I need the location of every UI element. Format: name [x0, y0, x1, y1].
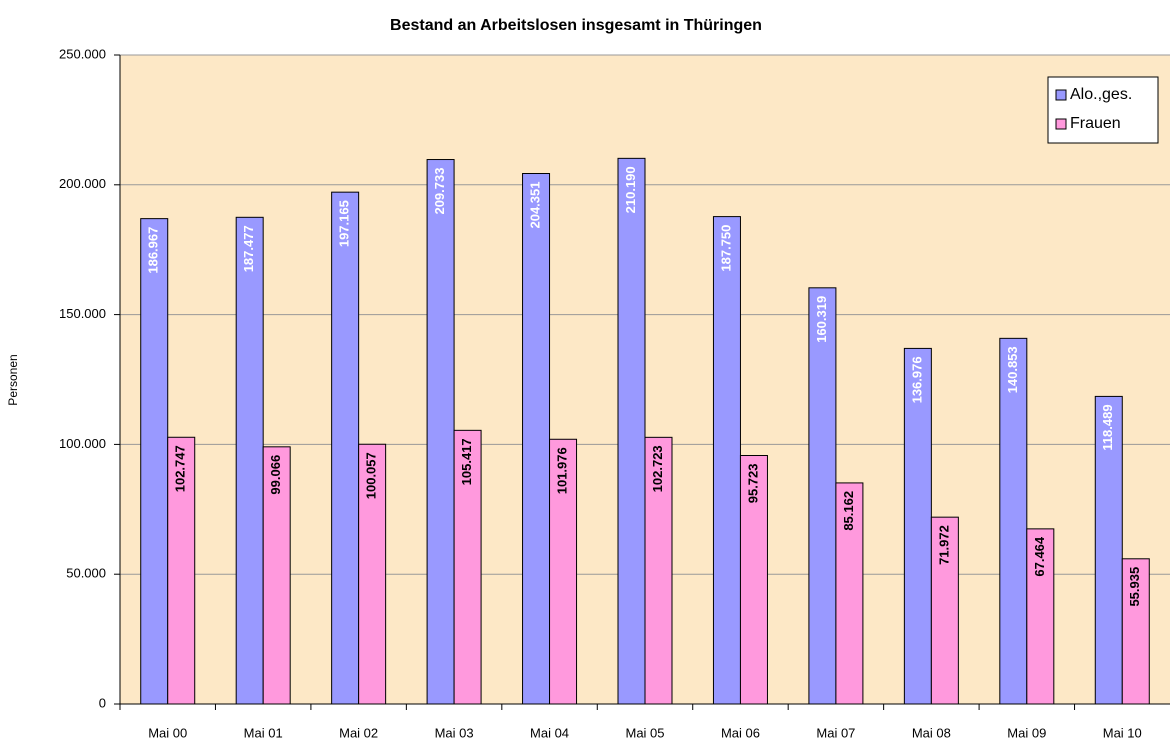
value-label: 55.935 [1127, 567, 1142, 607]
x-tick-label: Mai 07 [816, 725, 855, 740]
y-tick-label: 0 [99, 695, 106, 710]
bar [739, 455, 768, 705]
value-label: 67.464 [1032, 536, 1047, 577]
x-tick-label: Mai 08 [912, 725, 951, 740]
value-label: 85.162 [841, 491, 856, 531]
value-label: 160.319 [814, 296, 829, 343]
value-label: 102.723 [650, 445, 665, 492]
value-label: 209.733 [432, 168, 447, 215]
value-label: 100.057 [364, 452, 379, 499]
x-tick-label: Mai 10 [1103, 725, 1142, 740]
bar [1026, 528, 1055, 705]
value-label: 140.853 [1005, 346, 1020, 393]
x-tick-label: Mai 02 [339, 725, 378, 740]
legend-label: Alo.,ges. [1070, 86, 1132, 103]
x-tick-label: Mai 01 [244, 725, 283, 740]
x-tick-label: Mai 00 [148, 725, 187, 740]
bar [999, 337, 1028, 705]
legend-swatch [1055, 89, 1067, 101]
bar [522, 173, 551, 705]
x-tick-label: Mai 09 [1007, 725, 1046, 740]
value-label: 102.747 [173, 445, 188, 492]
y-tick-label: 200.000 [59, 176, 106, 191]
x-tick-label: Mai 06 [721, 725, 760, 740]
legend-box [1047, 76, 1159, 144]
bar [358, 443, 387, 705]
x-tick-label: Mai 03 [435, 725, 474, 740]
value-label: 71.972 [936, 525, 951, 565]
y-tick-label: 100.000 [59, 436, 106, 451]
value-label: 197.165 [337, 200, 352, 247]
bar [1121, 558, 1150, 705]
bar [930, 516, 959, 705]
bar [426, 159, 455, 705]
legend-label: Frauen [1070, 115, 1121, 132]
value-label: 210.190 [623, 166, 638, 213]
bar [167, 436, 196, 705]
bar [140, 218, 169, 705]
bar [453, 429, 482, 705]
bar [331, 191, 360, 705]
value-label: 186.967 [146, 227, 161, 274]
chart-title: Bestand an Arbeitslosen insgesamt in Thü… [390, 17, 762, 34]
value-label: 105.417 [459, 438, 474, 485]
bar [835, 482, 864, 705]
value-label: 99.066 [268, 455, 283, 495]
value-label: 187.750 [718, 225, 733, 272]
value-label: 118.489 [1100, 404, 1115, 450]
x-tick-label: Mai 04 [530, 725, 569, 740]
bar [712, 216, 741, 705]
bar [549, 438, 578, 705]
bar [808, 287, 837, 705]
value-label: 187.477 [241, 225, 256, 272]
bar [235, 216, 264, 705]
legend-swatch [1055, 118, 1067, 130]
bar [644, 436, 673, 705]
value-label: 95.723 [745, 464, 760, 504]
value-label: 101.976 [554, 447, 569, 494]
bar [617, 157, 646, 705]
y-axis-title: Personen [6, 354, 20, 405]
value-label: 136.976 [909, 356, 924, 403]
bar [262, 446, 291, 705]
y-tick-label: 50.000 [66, 566, 106, 581]
x-tick-label: Mai 05 [625, 725, 664, 740]
value-label: 204.351 [527, 182, 542, 229]
y-tick-label: 250.000 [59, 46, 106, 61]
y-tick-label: 150.000 [59, 306, 106, 321]
bar [1094, 395, 1123, 705]
